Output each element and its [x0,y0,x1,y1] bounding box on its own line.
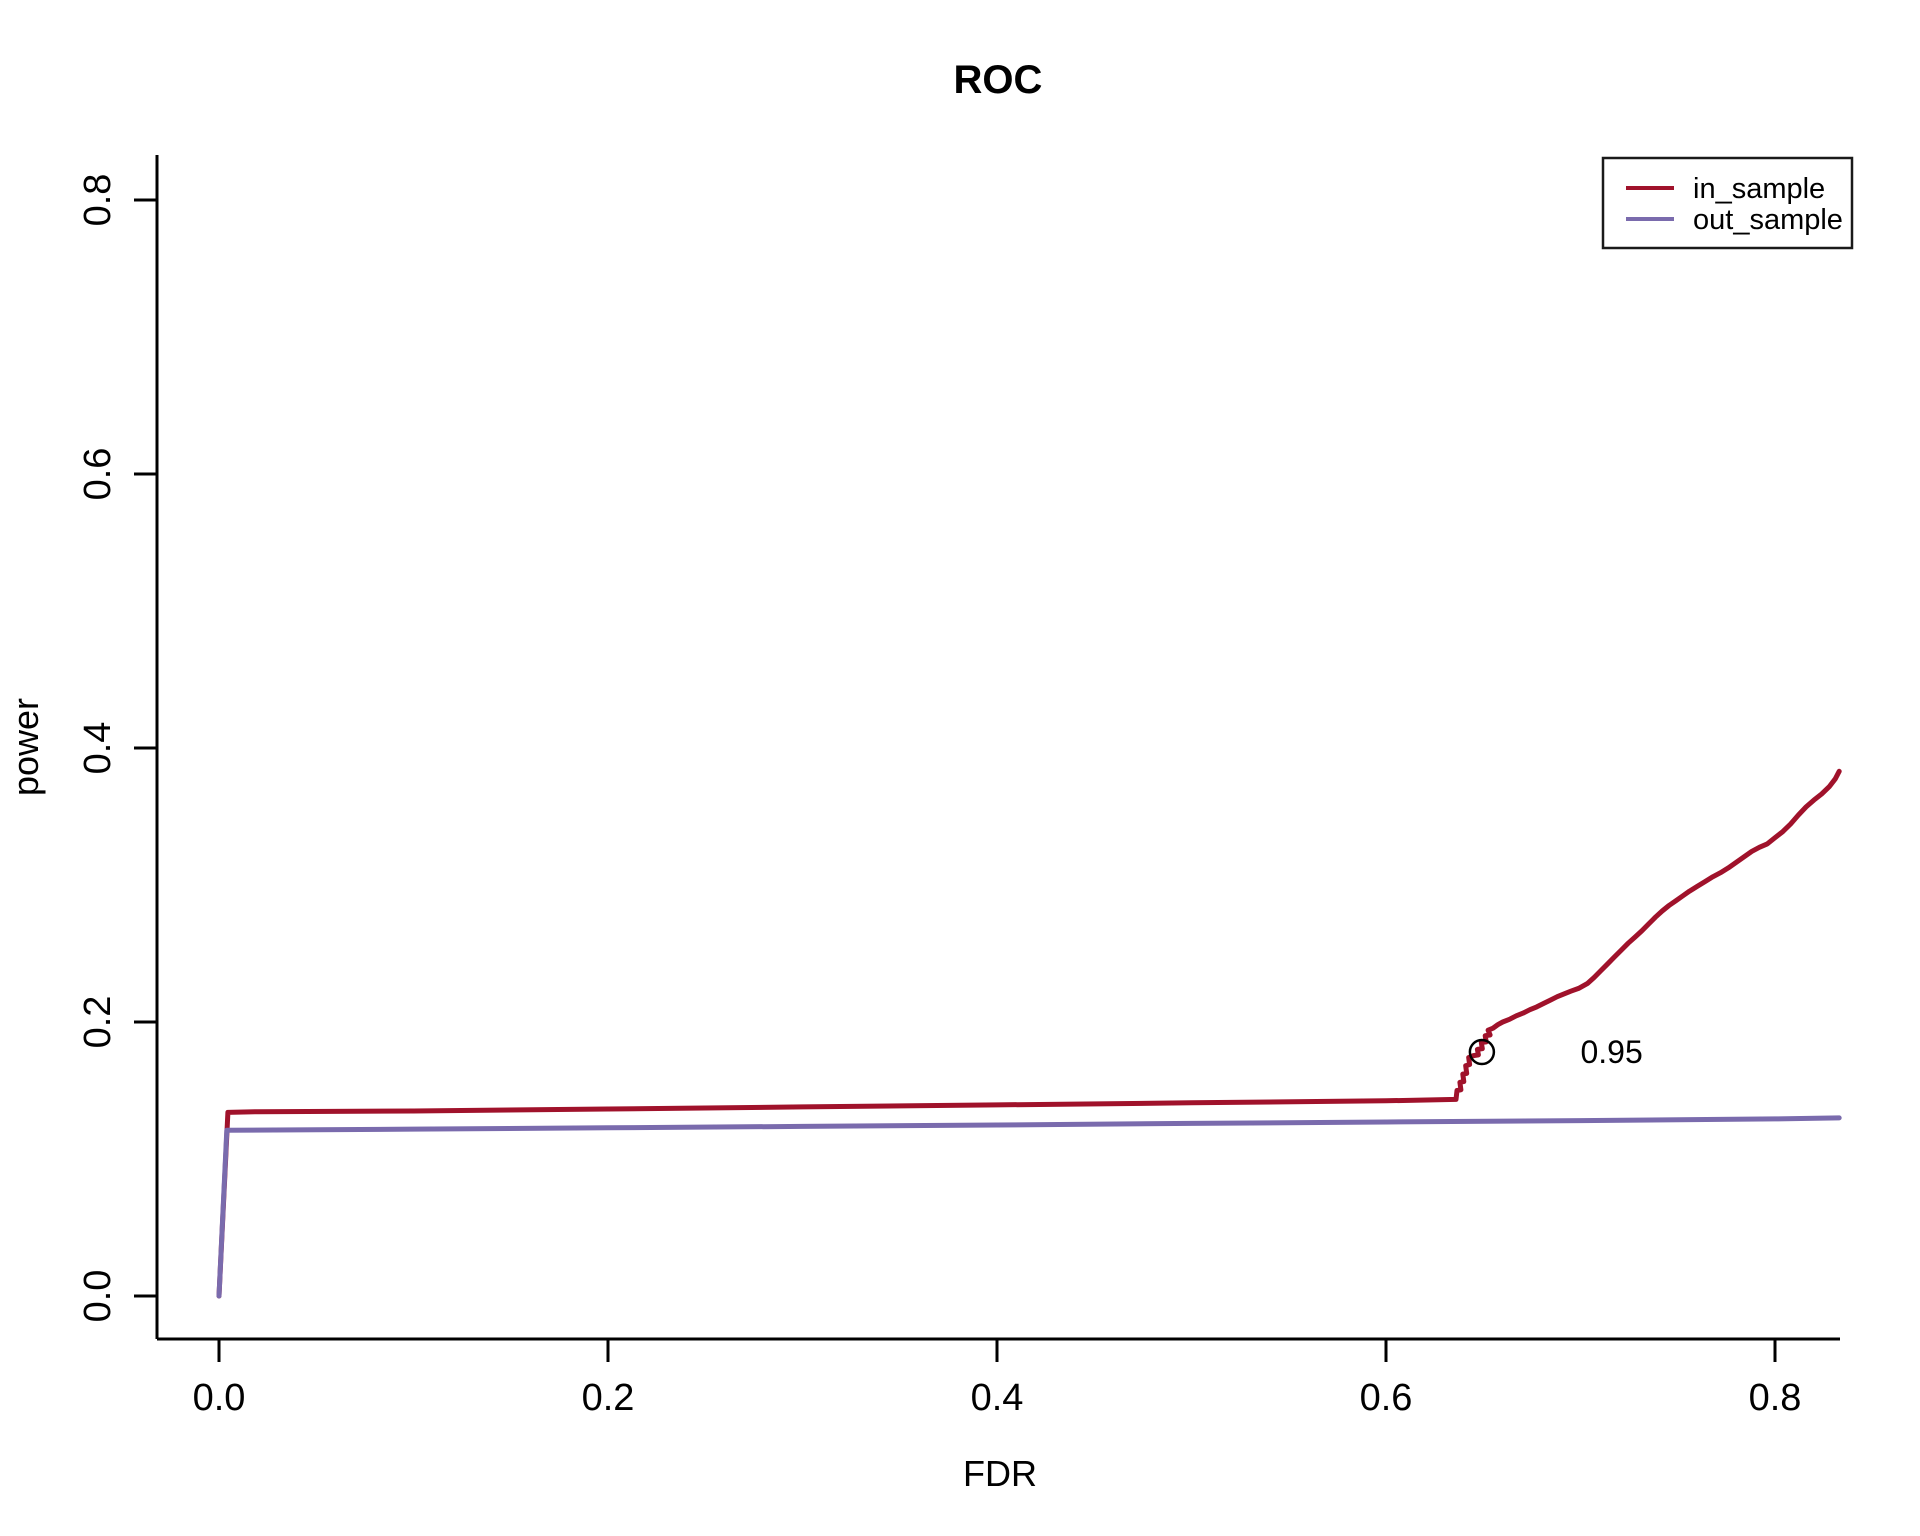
x-tick-label-0.2: 0.2 [582,1377,635,1419]
plot-title: ROC [954,58,1043,102]
legend-label-out-sample: out_sample [1693,204,1843,236]
x-axis-label: FDR [963,1453,1037,1494]
threshold-marker-circle [1468,1038,1496,1066]
series-line-in_sample [216,768,1842,1299]
annotation-0-95: 0.95 [1580,1034,1642,1070]
legend: in_sample out_sample [1601,156,1854,250]
x-tick-label-0.6: 0.6 [1360,1377,1413,1419]
y-tick-label-0.6: 0.6 [77,448,119,501]
series-line-out_sample [216,1115,1842,1299]
y-tick-label-0.4: 0.4 [77,722,119,775]
x-tick-label-0.0: 0.0 [193,1377,246,1419]
y-axis-ticks: 0.0 0.2 0.4 0.6 0.8 [77,174,157,1323]
x-tick-label-0.8: 0.8 [1749,1377,1802,1419]
legend-box [1601,156,1854,250]
x-axis-ticks: 0.0 0.2 0.4 0.6 0.8 [193,1339,1802,1419]
y-tick-label-0.2: 0.2 [77,996,119,1049]
series-lines [216,768,1842,1299]
y-tick-label-0.0: 0.0 [77,1270,119,1323]
legend-label-in-sample: in_sample [1693,173,1825,205]
y-axis-label: power [5,698,46,796]
x-tick-label-0.4: 0.4 [971,1377,1024,1419]
y-tick-label-0.8: 0.8 [77,174,119,227]
